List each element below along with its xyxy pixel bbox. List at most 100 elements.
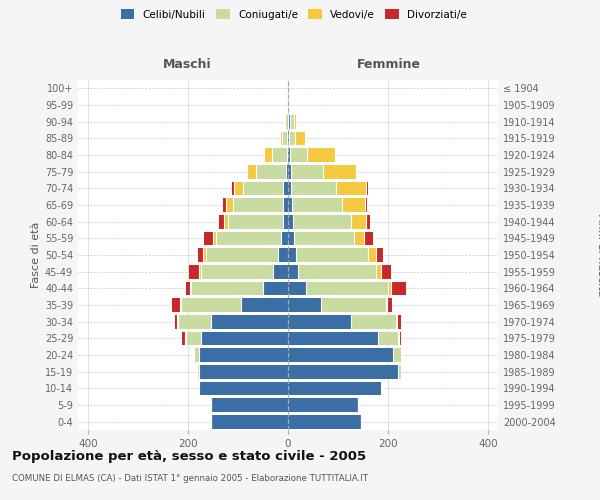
- Bar: [226, 198, 233, 212]
- Bar: [198, 248, 203, 262]
- Bar: [241, 298, 288, 312]
- Bar: [233, 198, 283, 212]
- Bar: [199, 348, 288, 362]
- Bar: [380, 382, 382, 395]
- Bar: [290, 165, 323, 178]
- Bar: [283, 215, 288, 228]
- Bar: [395, 315, 397, 328]
- Bar: [288, 348, 393, 362]
- Legend: Celibi/Nubili, Coniugati/e, Vedovi/e, Divorziati/e: Celibi/Nubili, Coniugati/e, Vedovi/e, Di…: [117, 5, 471, 24]
- Text: Femmine: Femmine: [357, 58, 421, 71]
- Bar: [388, 282, 391, 295]
- Bar: [320, 298, 386, 312]
- Bar: [368, 248, 376, 262]
- Bar: [286, 165, 288, 178]
- Bar: [193, 348, 194, 362]
- Bar: [211, 398, 288, 412]
- Y-axis label: Anni di nascita: Anni di nascita: [596, 214, 600, 296]
- Bar: [290, 148, 307, 162]
- Bar: [218, 215, 223, 228]
- Bar: [284, 115, 285, 128]
- Bar: [185, 282, 190, 295]
- Bar: [380, 265, 391, 278]
- Bar: [365, 182, 368, 195]
- Bar: [386, 298, 387, 312]
- Bar: [175, 315, 177, 328]
- Bar: [288, 215, 293, 228]
- Bar: [335, 182, 365, 195]
- Bar: [288, 248, 296, 262]
- Y-axis label: Fasce di età: Fasce di età: [31, 222, 41, 288]
- Bar: [211, 415, 288, 428]
- Bar: [189, 265, 199, 278]
- Bar: [278, 248, 288, 262]
- Bar: [288, 232, 294, 245]
- Bar: [288, 132, 289, 145]
- Bar: [288, 182, 290, 195]
- Bar: [247, 165, 256, 178]
- Bar: [197, 365, 199, 378]
- Bar: [305, 282, 388, 295]
- Bar: [213, 232, 215, 245]
- Bar: [293, 115, 296, 128]
- Bar: [397, 315, 401, 328]
- Bar: [256, 165, 286, 178]
- Bar: [398, 332, 399, 345]
- Bar: [223, 198, 226, 212]
- Bar: [191, 282, 263, 295]
- Bar: [293, 215, 350, 228]
- Bar: [185, 332, 200, 345]
- Bar: [178, 315, 211, 328]
- Bar: [399, 332, 401, 345]
- Bar: [199, 265, 200, 278]
- Bar: [285, 115, 287, 128]
- Bar: [273, 265, 288, 278]
- Bar: [292, 198, 342, 212]
- Bar: [290, 182, 335, 195]
- Bar: [203, 248, 205, 262]
- Text: Maschi: Maschi: [163, 58, 212, 71]
- Text: COMUNE DI ELMAS (CA) - Dati ISTAT 1° gennaio 2005 - Elaborazione TUTTITALIA.IT: COMUNE DI ELMAS (CA) - Dati ISTAT 1° gen…: [12, 474, 368, 483]
- Bar: [376, 265, 380, 278]
- Bar: [364, 232, 373, 245]
- Bar: [264, 148, 271, 162]
- Bar: [365, 215, 370, 228]
- Bar: [350, 315, 395, 328]
- Bar: [288, 148, 290, 162]
- Bar: [376, 248, 383, 262]
- Bar: [179, 298, 181, 312]
- Bar: [378, 332, 398, 345]
- Bar: [298, 265, 376, 278]
- Bar: [354, 232, 364, 245]
- Bar: [288, 115, 290, 128]
- Bar: [172, 298, 179, 312]
- Bar: [288, 265, 298, 278]
- Bar: [287, 132, 288, 145]
- Bar: [198, 382, 199, 395]
- Bar: [281, 232, 288, 245]
- Bar: [307, 148, 335, 162]
- Bar: [205, 248, 278, 262]
- Bar: [295, 132, 305, 145]
- Bar: [387, 298, 392, 312]
- Bar: [288, 298, 320, 312]
- Bar: [289, 132, 295, 145]
- Bar: [288, 332, 378, 345]
- Bar: [228, 215, 283, 228]
- Bar: [200, 265, 273, 278]
- Bar: [200, 332, 288, 345]
- Bar: [350, 215, 365, 228]
- Bar: [243, 182, 283, 195]
- Bar: [283, 182, 288, 195]
- Bar: [280, 132, 282, 145]
- Bar: [398, 365, 401, 378]
- Bar: [263, 282, 288, 295]
- Bar: [181, 298, 241, 312]
- Bar: [288, 382, 380, 395]
- Bar: [296, 248, 368, 262]
- Bar: [223, 215, 228, 228]
- Bar: [234, 182, 243, 195]
- Bar: [211, 315, 288, 328]
- Text: Popolazione per età, sesso e stato civile - 2005: Popolazione per età, sesso e stato civil…: [12, 450, 366, 463]
- Bar: [391, 282, 406, 295]
